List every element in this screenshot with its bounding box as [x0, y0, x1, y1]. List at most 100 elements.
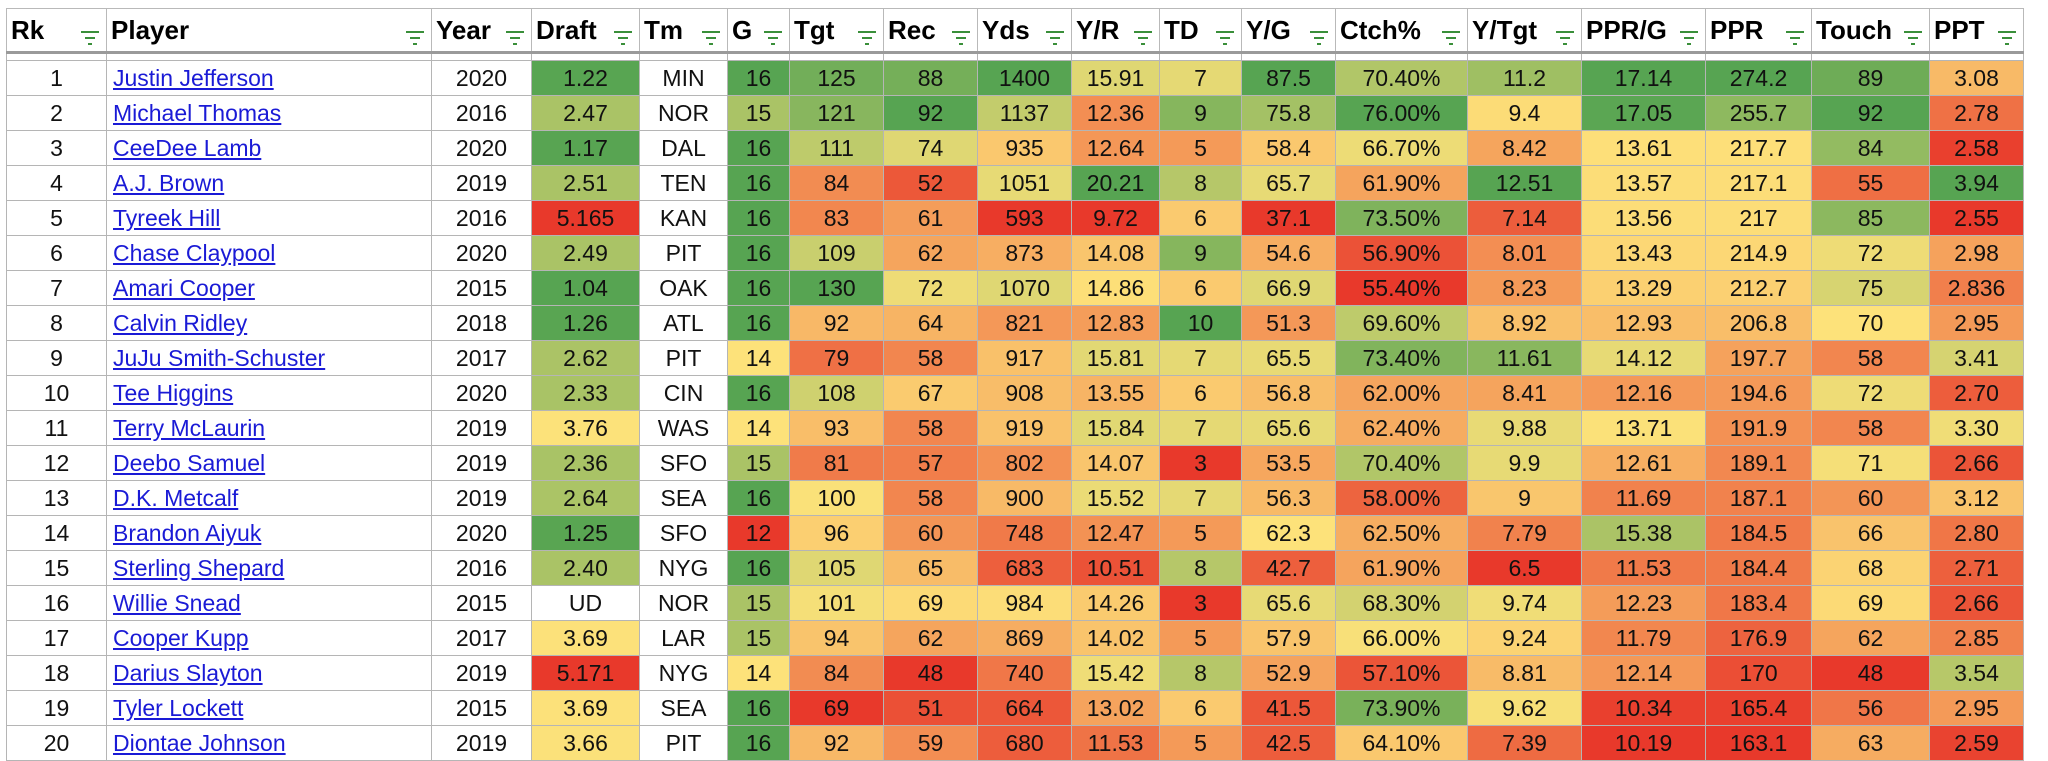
filter-icon[interactable] — [1785, 22, 1805, 45]
column-header-rec[interactable]: Rec — [883, 8, 978, 54]
filter-icon[interactable] — [1441, 22, 1461, 45]
table-row: 15 Sterling Shepard 2016 2.40 NYG 16 105 65 683 1… — [6, 550, 2024, 586]
column-header-g[interactable]: G — [727, 8, 790, 54]
team-link[interactable]: CIN — [663, 379, 704, 406]
player-link[interactable]: Willie Snead — [113, 589, 241, 616]
player-link[interactable]: Cooper Kupp — [113, 624, 249, 651]
filter-icon[interactable] — [1215, 22, 1235, 45]
player-link[interactable]: Brandon Aiyuk — [113, 519, 262, 546]
cell-pprg: 13.61 — [1581, 130, 1706, 166]
team-link[interactable]: OAK — [659, 274, 708, 301]
column-header-player[interactable]: Player — [106, 8, 432, 54]
cell-player: Diontae Johnson — [106, 725, 432, 761]
team-link[interactable]: TEN — [660, 169, 707, 196]
column-header-year[interactable]: Year — [431, 8, 532, 54]
filter-icon[interactable] — [1133, 22, 1153, 45]
team-link[interactable]: SFO — [659, 449, 708, 476]
filter-icon[interactable] — [505, 22, 525, 45]
team-link[interactable]: PIT — [665, 729, 702, 756]
player-link[interactable]: Chase Claypool — [113, 239, 276, 266]
column-header-yds[interactable]: Yds — [977, 8, 1072, 54]
player-link[interactable]: Tee Higgins — [113, 379, 234, 406]
player-link[interactable]: JuJu Smith-Schuster — [113, 344, 326, 371]
column-header-td[interactable]: TD — [1159, 8, 1242, 54]
player-link[interactable]: Terry McLaurin — [113, 414, 266, 441]
column-header-yr[interactable]: Y/R — [1071, 8, 1160, 54]
player-link[interactable]: Darius Slayton — [113, 659, 263, 686]
column-header-tgt[interactable]: Tgt — [789, 8, 884, 54]
table-row: 3 CeeDee Lamb 2020 1.17 DAL 16 111 74 935 12.64 5 5… — [6, 130, 2024, 166]
filter-icon[interactable] — [405, 22, 425, 45]
team-link[interactable]: DAL — [661, 134, 706, 161]
cell-rec: 52 — [883, 165, 978, 201]
cell-td: 9 — [1159, 95, 1242, 131]
column-header-ppr[interactable]: PPR — [1705, 8, 1812, 54]
cell-pprg: 10.19 — [1581, 725, 1706, 761]
filter-icon[interactable] — [951, 22, 971, 45]
team-link[interactable]: NOR — [657, 589, 710, 616]
team-link[interactable]: PIT — [665, 239, 702, 266]
cell-tm: KAN — [639, 200, 728, 236]
column-header-ppt[interactable]: PPT — [1929, 8, 2024, 54]
column-header-touch[interactable]: Touch — [1811, 8, 1930, 54]
player-link[interactable]: Amari Cooper — [113, 274, 255, 301]
team-link[interactable]: SEA — [660, 694, 707, 721]
filter-icon[interactable] — [1555, 22, 1575, 45]
player-link[interactable]: CeeDee Lamb — [113, 134, 262, 161]
player-link[interactable]: Tyler Lockett — [113, 694, 244, 721]
cell-td: 10 — [1159, 305, 1242, 341]
player-link[interactable]: A.J. Brown — [113, 169, 225, 196]
column-header-ctch[interactable]: Ctch% — [1335, 8, 1468, 54]
team-link[interactable]: LAR — [661, 624, 706, 651]
team-link[interactable]: NYG — [658, 659, 709, 686]
team-link[interactable]: WAS — [657, 414, 710, 441]
filter-icon[interactable] — [701, 22, 721, 45]
filter-icon[interactable] — [857, 22, 877, 45]
column-header-label: Yds — [982, 15, 1030, 46]
column-header-yg[interactable]: Y/G — [1241, 8, 1336, 54]
filter-icon[interactable] — [1309, 22, 1329, 45]
filter-icon[interactable] — [1045, 22, 1065, 45]
cell-ppt: 3.30 — [1929, 410, 2024, 446]
cell-year: 2015 — [431, 585, 532, 621]
cell-pprg: 12.16 — [1581, 375, 1706, 411]
cell-player: Cooper Kupp — [106, 620, 432, 656]
team-link[interactable]: PIT — [665, 344, 702, 371]
filter-icon[interactable] — [80, 22, 100, 45]
filter-icon[interactable] — [1997, 22, 2017, 45]
filter-icon[interactable] — [763, 22, 783, 45]
filter-icon[interactable] — [613, 22, 633, 45]
filter-icon[interactable] — [1679, 22, 1699, 45]
player-link[interactable]: Michael Thomas — [113, 99, 282, 126]
filter-icon[interactable] — [1903, 22, 1923, 45]
cell-ppr: 184.5 — [1705, 515, 1812, 551]
player-link[interactable]: D.K. Metcalf — [113, 484, 239, 511]
player-link[interactable]: Justin Jefferson — [113, 64, 274, 91]
cell-touch: 68 — [1811, 550, 1930, 586]
cell-ytgt: 9.62 — [1467, 690, 1582, 726]
column-header-pprg[interactable]: PPR/G — [1581, 8, 1706, 54]
column-header-tm[interactable]: Tm — [639, 8, 728, 54]
column-header-ytgt[interactable]: Y/Tgt — [1467, 8, 1582, 54]
team-link[interactable]: SFO — [659, 519, 708, 546]
cell-rk: 5 — [6, 200, 107, 236]
cell-g: 16 — [727, 480, 790, 516]
cell-tgt: 109 — [789, 235, 884, 271]
player-link[interactable]: Calvin Ridley — [113, 309, 248, 336]
cell-td: 8 — [1159, 550, 1242, 586]
team-link[interactable]: KAN — [659, 204, 708, 231]
team-link[interactable]: NYG — [658, 554, 709, 581]
column-header-rk[interactable]: Rk — [6, 8, 107, 54]
team-link[interactable]: MIN — [662, 64, 705, 91]
cell-yg: 58.4 — [1241, 130, 1336, 166]
column-header-draft[interactable]: Draft — [531, 8, 640, 54]
cell-rec: 48 — [883, 655, 978, 691]
player-link[interactable]: Deebo Samuel — [113, 449, 266, 476]
team-link[interactable]: SEA — [660, 484, 707, 511]
team-link[interactable]: NOR — [657, 99, 710, 126]
player-link[interactable]: Diontae Johnson — [113, 729, 286, 756]
team-link[interactable]: ATL — [663, 309, 704, 336]
cell-tgt: 81 — [789, 445, 884, 481]
player-link[interactable]: Tyreek Hill — [113, 204, 221, 231]
player-link[interactable]: Sterling Shepard — [113, 554, 285, 581]
